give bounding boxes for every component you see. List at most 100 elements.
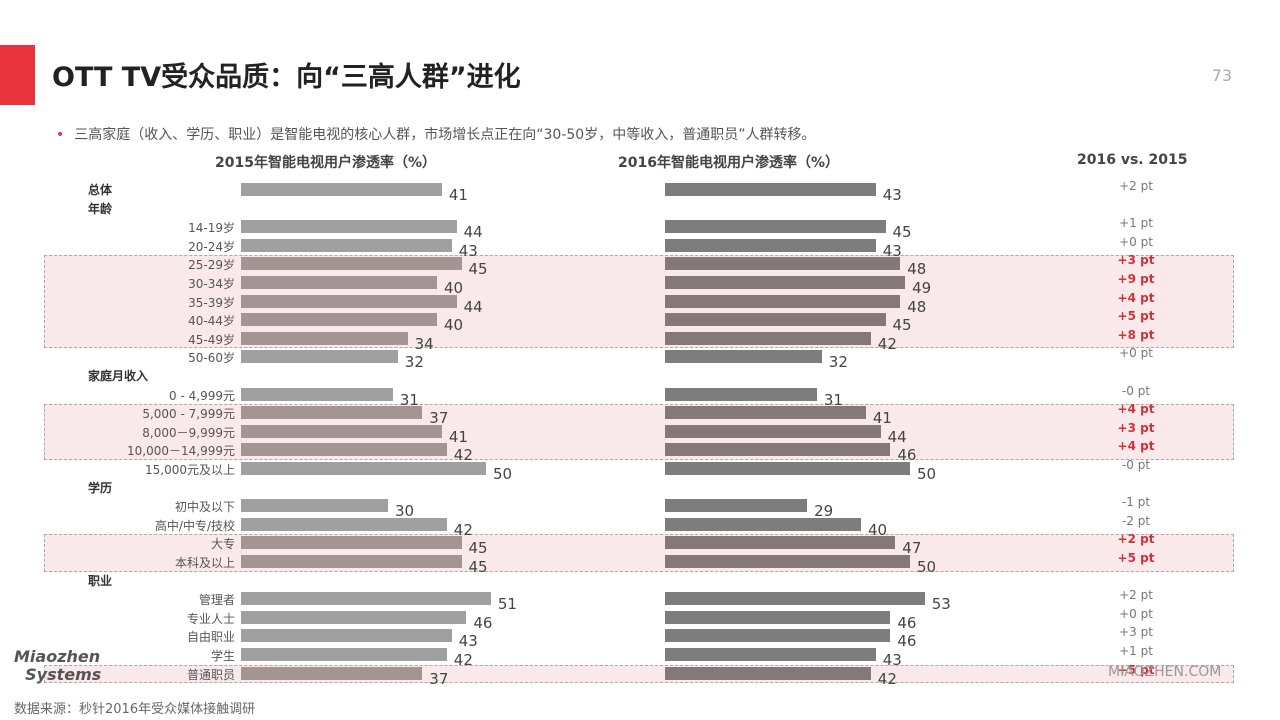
- bar-2016: [665, 350, 822, 364]
- bullet-text: 三高家庭（收入、学历、职业）是智能电视的核心人群，市场增长点正在向“30-50岁…: [74, 127, 816, 143]
- bar-2016: [665, 629, 891, 643]
- value-label-2016: 44: [887, 427, 907, 446]
- category-label: 40-44岁: [188, 314, 235, 329]
- value-label-2016: 43: [882, 186, 902, 204]
- value-label-2016: 42: [877, 334, 897, 353]
- bar-2016: [665, 592, 925, 606]
- value-label-2015: 43: [458, 241, 478, 260]
- diff-label: +2 pt: [1119, 179, 1153, 193]
- value-label-2015: 40: [444, 316, 464, 335]
- bar-2015: [241, 350, 398, 364]
- bar-2016: [665, 238, 876, 252]
- bar-2015: [241, 536, 462, 550]
- diff-label: +3 pt: [1117, 420, 1155, 435]
- bullet-point: • 三高家庭（收入、学历、职业）是智能电视的核心人群，市场增长点正在向“30-50…: [56, 124, 815, 144]
- diff-label: +1 pt: [1119, 216, 1153, 231]
- value-label-2015: 45: [468, 539, 488, 558]
- category-label: 普通职员: [186, 667, 235, 682]
- category-label: 50-60岁: [188, 351, 235, 366]
- bar-2015: [241, 238, 452, 252]
- value-label-2015: 37: [429, 669, 449, 688]
- bar-2015: [241, 406, 423, 420]
- value-label-2016: 49: [912, 279, 932, 297]
- bar-2015: [241, 499, 388, 513]
- category-label: 学生: [210, 649, 235, 663]
- value-label-2016: 42: [877, 669, 897, 688]
- bar-2016: [665, 387, 817, 401]
- value-label-2016: 29: [814, 502, 834, 521]
- diff-label: +3 pt: [1117, 253, 1155, 268]
- diff-label: +4 pt: [1117, 402, 1155, 417]
- data-source: 数据来源：秒针2016年受众媒体接触调研: [14, 702, 256, 717]
- value-label-2015: 42: [453, 651, 473, 669]
- section-label: 学历: [88, 480, 113, 495]
- page-title: OTT TV受众品质：向“三高人群”进化: [52, 62, 521, 93]
- value-label-2015: 31: [399, 390, 419, 409]
- bar-2016: [665, 648, 876, 661]
- diff-label: -0 pt: [1121, 458, 1151, 472]
- diff-label: +4 pt: [1117, 439, 1155, 454]
- bar-2016: [665, 331, 871, 345]
- diff-label: +0 pt: [1119, 234, 1153, 249]
- bar-2015: [241, 517, 447, 531]
- value-label-2016: 32: [828, 353, 848, 372]
- bar-2015: [241, 313, 437, 327]
- category-label: 自由职业: [186, 630, 235, 645]
- bar-2015: [241, 331, 408, 345]
- category-label: 45-49岁: [188, 332, 235, 347]
- value-label-2016: 43: [882, 241, 902, 260]
- bar-2016: [665, 276, 906, 289]
- category-label: 8,000－9,999元: [142, 425, 235, 440]
- value-label-2016: 46: [897, 632, 917, 651]
- value-label-2015: 50: [493, 465, 513, 483]
- bar-2016: [665, 666, 871, 680]
- value-label-2015: 30: [395, 502, 415, 521]
- diff-label: +0 pt: [1119, 606, 1153, 621]
- category-label: 35-39岁: [188, 295, 235, 310]
- watermark: MIAOZHEN.COM: [1108, 664, 1222, 680]
- category-label: 本科及以上: [174, 556, 235, 570]
- section-label: 总体: [88, 183, 113, 197]
- value-label-2015: 37: [429, 409, 449, 428]
- value-label-2015: 51: [497, 595, 517, 614]
- diff-label: -1 pt: [1121, 495, 1151, 510]
- diff-label: +3 pt: [1119, 625, 1153, 640]
- diff-label: +5 pt: [1117, 662, 1155, 677]
- diff-column-header: 2016 vs. 2015: [1077, 152, 1188, 168]
- value-label-2016: 50: [917, 465, 937, 483]
- category-label: 高中/中专/技校: [154, 518, 235, 533]
- diff-label: +2 pt: [1119, 588, 1153, 603]
- bar-2016: [665, 555, 910, 568]
- company-logo: Miaozhen Systems: [14, 647, 102, 684]
- section-label: 家庭月收入: [88, 369, 149, 383]
- section-label: 年龄: [88, 201, 113, 216]
- value-label-2015: 43: [458, 632, 478, 651]
- bar-2015: [241, 555, 462, 568]
- value-label-2016: 48: [907, 297, 927, 316]
- value-label-2015: 46: [473, 613, 493, 632]
- value-label-2015: 45: [468, 558, 488, 576]
- bar-2016: [665, 517, 861, 531]
- bar-2015: [241, 462, 486, 475]
- bar-2016: [665, 183, 876, 196]
- diff-label: -0 pt: [1121, 383, 1151, 398]
- category-label: 30-34岁: [188, 277, 235, 291]
- bar-2015: [241, 443, 447, 457]
- diff-label: +4 pt: [1117, 290, 1155, 305]
- bar-2015: [241, 220, 457, 234]
- value-label-2015: 45: [468, 260, 488, 279]
- bar-2016: [665, 406, 866, 420]
- bar-2015: [241, 592, 491, 606]
- value-label-2015: 41: [448, 186, 468, 204]
- bar-2015: [241, 629, 452, 643]
- value-label-2016: 47: [902, 539, 922, 558]
- value-label-2016: 45: [892, 316, 912, 335]
- category-label: 10,000－14,999元: [127, 444, 235, 459]
- value-label-2015: 32: [404, 353, 424, 372]
- category-label: 专业人士: [186, 611, 235, 626]
- value-label-2016: 43: [882, 651, 902, 669]
- bullet-dot-icon: •: [56, 127, 65, 143]
- value-label-2016: 50: [917, 558, 937, 576]
- value-label-2016: 45: [892, 223, 912, 242]
- bar-2016: [665, 294, 901, 308]
